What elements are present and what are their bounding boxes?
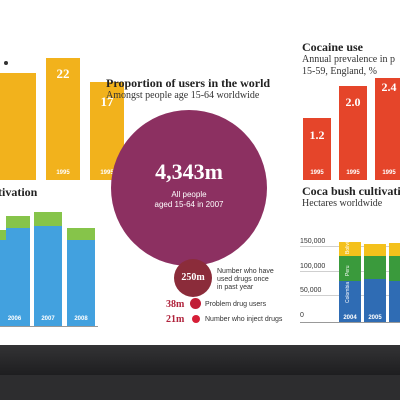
y-tick-label: 150,000 bbox=[300, 238, 326, 245]
bar-segment bbox=[67, 228, 95, 240]
small-circle-1 bbox=[190, 298, 201, 309]
cocaine-subtitle-1: Annual prevalence in p bbox=[302, 54, 396, 65]
small-circle-1-caption: Problem drug users bbox=[205, 301, 267, 308]
mid-circle bbox=[174, 259, 212, 297]
bar-year-label: 2005 bbox=[368, 315, 382, 321]
left-bottom-axis bbox=[0, 326, 98, 327]
bar bbox=[375, 78, 400, 180]
bar-value-label: 17 bbox=[100, 94, 114, 109]
bar-value-label: 2.0 bbox=[345, 95, 361, 109]
y-tick-label: 50,000 bbox=[300, 287, 322, 294]
bar-year-label: 2004 bbox=[343, 315, 357, 321]
bar-segment bbox=[389, 243, 400, 256]
bar-segment bbox=[364, 256, 386, 279]
center-subtitle: Amongst people age 15-64 worldwide bbox=[106, 90, 260, 101]
bar-year-label: 1995 bbox=[56, 170, 70, 176]
bar-year-label: 2008 bbox=[74, 316, 88, 322]
bar bbox=[46, 58, 80, 180]
mid-circle-caption-1: Number who have bbox=[217, 268, 274, 275]
bar bbox=[0, 73, 36, 180]
mid-circle-caption-3: in past year bbox=[217, 284, 254, 291]
small-circle-2-value: 21m bbox=[166, 314, 185, 325]
bar-segment bbox=[364, 244, 386, 256]
coca-subtitle: Hectares worldwide bbox=[302, 198, 383, 209]
bar bbox=[6, 228, 30, 326]
bar-year-label: 1995 bbox=[382, 170, 396, 176]
bar bbox=[34, 226, 62, 326]
small-circle-2 bbox=[192, 315, 200, 323]
big-circle bbox=[111, 110, 267, 266]
bar-value-label: 1.2 bbox=[309, 128, 325, 142]
bar-segment bbox=[389, 256, 400, 281]
big-circle-caption-2: aged 15-64 in 2007 bbox=[154, 200, 224, 209]
series-label: Peru bbox=[345, 265, 351, 276]
cocaine-title: Cocaine use bbox=[302, 40, 363, 54]
bar-year-label: 2006 bbox=[7, 316, 22, 322]
coca-axis bbox=[300, 322, 400, 323]
big-circle-value: 4,343m bbox=[155, 159, 223, 184]
bar-segment bbox=[339, 256, 361, 281]
bar-segment bbox=[364, 279, 386, 322]
bar-segment bbox=[6, 216, 30, 228]
small-circle-2-caption: Number who inject drugs bbox=[205, 316, 283, 323]
infographic-screen: 22 1995 17 1995 tivation 2006 2007 2008 … bbox=[0, 0, 400, 345]
left-top-dot-icon bbox=[4, 61, 8, 65]
bar-year-label: 1995 bbox=[310, 170, 324, 176]
bar-value-label: 2.4 bbox=[381, 80, 397, 94]
series-label: Bolivia bbox=[345, 239, 351, 254]
mid-circle-caption-2: used drugs once bbox=[217, 276, 269, 283]
series-label: Colombia bbox=[345, 281, 351, 303]
bar-value-label: 22 bbox=[56, 66, 70, 81]
bar bbox=[339, 86, 367, 180]
bar-segment bbox=[34, 212, 62, 226]
bar-year-label: 1995 bbox=[346, 170, 360, 176]
bar bbox=[303, 118, 331, 180]
bar-segment bbox=[339, 281, 361, 322]
bar bbox=[67, 240, 95, 326]
bar-year-label: 2007 bbox=[41, 316, 55, 322]
bar-segment bbox=[389, 281, 400, 322]
big-circle-caption-1: All people bbox=[171, 190, 207, 199]
small-circle-1-value: 38m bbox=[166, 299, 185, 310]
y-tick-label: 100,000 bbox=[300, 263, 326, 270]
bar-segment bbox=[339, 242, 361, 256]
cocaine-subtitle-2: 15-59, England, % bbox=[302, 66, 377, 77]
bar-year-label: 1995 bbox=[100, 170, 114, 176]
left-bottom-chart-title: tivation bbox=[0, 185, 38, 199]
y-tick-label: 0 bbox=[300, 312, 304, 319]
center-title: Proportion of users in the world bbox=[106, 76, 271, 90]
coca-title: Coca bush cultivatio bbox=[302, 184, 400, 198]
mid-circle-value: 250m bbox=[181, 272, 205, 283]
